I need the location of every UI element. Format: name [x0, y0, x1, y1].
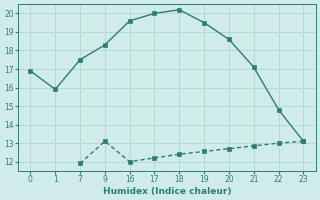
X-axis label: Humidex (Indice chaleur): Humidex (Indice chaleur): [103, 187, 231, 196]
